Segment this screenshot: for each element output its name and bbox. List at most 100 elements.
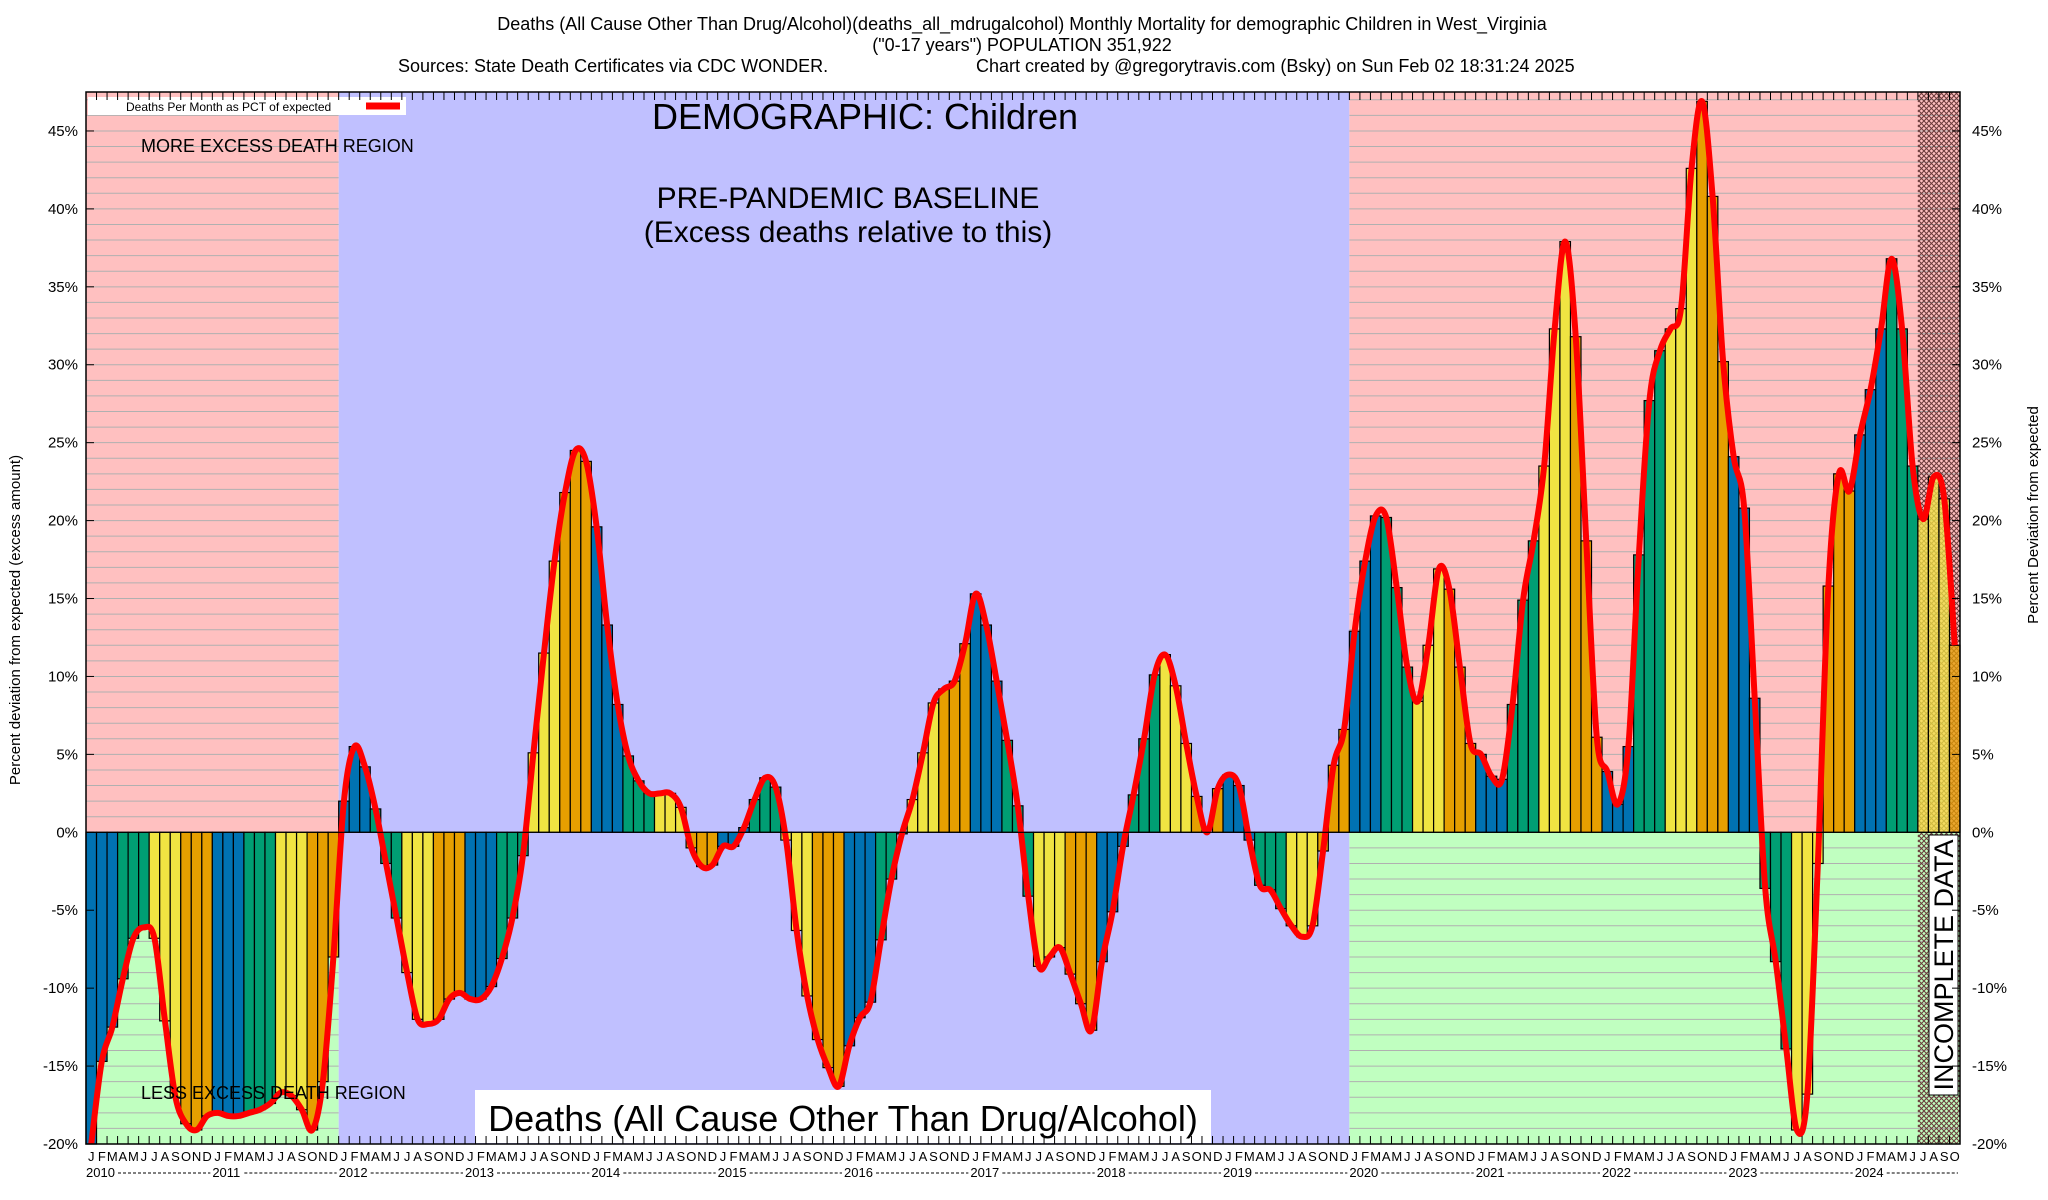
x-year-label: 2017	[970, 1165, 999, 1180]
hatch-line	[1917, 124, 1961, 168]
x-month-label: A	[1256, 1149, 1265, 1164]
x-month-label: J	[1404, 1149, 1411, 1164]
x-month-label: M	[886, 1149, 897, 1164]
x-month-label: O	[560, 1149, 570, 1164]
x-month-label: F	[1235, 1149, 1243, 1164]
x-month-label: D	[1087, 1149, 1096, 1164]
y-tick-label-right: -20%	[1972, 1136, 2007, 1153]
x-month-label: D	[202, 1149, 211, 1164]
x-month-label: A	[1508, 1149, 1517, 1164]
hatch-line	[1917, 339, 1961, 383]
x-month-label: A	[877, 1149, 886, 1164]
x-month-label: J	[141, 1149, 148, 1164]
x-year-label: 2019	[1223, 1165, 1252, 1180]
hatch-line	[1917, 204, 1961, 248]
hatch-line	[1917, 91, 1924, 98]
cause-label: Deaths (All Cause Other Than Drug/Alcoho…	[488, 1098, 1198, 1139]
hatch-line	[1917, 259, 1961, 303]
bar	[811, 831, 824, 1041]
bar	[1675, 308, 1687, 833]
bar	[1885, 258, 1898, 833]
hatch-line	[1917, 269, 1961, 313]
x-month-label: J	[1151, 1149, 1158, 1164]
x-month-label: J	[520, 1149, 527, 1164]
x-month-label: S	[1056, 1149, 1065, 1164]
hatch-line	[1917, 329, 1961, 373]
bar	[274, 831, 287, 1094]
bar	[432, 831, 445, 1020]
x-month-label: S	[1308, 1149, 1317, 1164]
y-tick-label-right: -10%	[1972, 980, 2007, 997]
x-year-label: 2021	[1476, 1165, 1505, 1180]
x-month-label: J	[1730, 1149, 1737, 1164]
x-month-label: J	[267, 1149, 274, 1164]
x-month-label: A	[1003, 1149, 1012, 1164]
bar	[1717, 361, 1729, 833]
bar	[559, 491, 571, 833]
x-month-label: M	[254, 1149, 265, 1164]
x-month-label: M	[1876, 1149, 1887, 1164]
hatch-line	[1940, 1124, 1961, 1145]
x-month-label: A	[1129, 1149, 1138, 1164]
x-month-label: A	[1550, 1149, 1559, 1164]
bar	[180, 831, 192, 1125]
bar	[201, 831, 213, 1117]
y-tick-label-left: 0%	[56, 824, 78, 841]
x-month-label: D	[455, 1149, 464, 1164]
bar	[653, 792, 666, 833]
x-month-label: F	[1740, 1149, 1748, 1164]
x-month-label: A	[413, 1149, 422, 1164]
bar	[1464, 742, 1477, 833]
x-month-label: D	[581, 1149, 590, 1164]
hatch-line	[1917, 149, 1961, 193]
axes: -20% -20% -15% -15% -10% -10% -5% -5% 0% 0% 5% 5% 10…	[43, 92, 2007, 1180]
hatch-line	[1917, 209, 1961, 253]
more-excess-region-label: MORE EXCESS DEATH REGION	[141, 136, 414, 156]
bar	[464, 831, 477, 1000]
bar	[1843, 490, 1856, 833]
hatch-line	[1917, 91, 1939, 113]
hatch-line	[1917, 289, 1961, 333]
y-tick-label-left: -5%	[51, 902, 78, 919]
x-month-label: J	[1783, 1149, 1790, 1164]
hatch-line	[1917, 94, 1961, 138]
x-month-label: N	[1329, 1149, 1338, 1164]
y-tick-label-left: 15%	[48, 591, 78, 608]
x-month-label: M	[1244, 1149, 1255, 1164]
hatch-line	[1917, 424, 1961, 468]
x-month-label: J	[214, 1149, 221, 1164]
hatch-line	[1917, 399, 1961, 443]
x-month-label: F	[98, 1149, 106, 1164]
hatch-line	[1917, 174, 1961, 218]
hatch-line	[1917, 309, 1961, 353]
x-month-label: F	[1614, 1149, 1622, 1164]
x-month-label: A	[1929, 1149, 1938, 1164]
x-year-label: 2012	[339, 1165, 368, 1180]
x-month-label: J	[1530, 1149, 1537, 1164]
hatch-line	[1917, 439, 1961, 483]
x-month-label: O	[1192, 1149, 1202, 1164]
hatch-line	[1917, 91, 1934, 108]
x-month-label: O	[307, 1149, 317, 1164]
bar	[1159, 654, 1171, 833]
x-month-label: M	[1770, 1149, 1781, 1164]
bar	[1264, 831, 1277, 891]
bar	[1864, 389, 1877, 833]
x-month-label: M	[381, 1149, 392, 1164]
y-tick-label-right: 35%	[1972, 279, 2002, 296]
hatch-line	[1930, 1114, 1961, 1145]
bar	[1380, 516, 1393, 833]
hatch-line	[1917, 139, 1961, 183]
baseline-title: PRE-PANDEMIC BASELINE	[657, 182, 1040, 215]
x-month-label: J	[1657, 1149, 1664, 1164]
x-month-label: J	[1909, 1149, 1916, 1164]
x-year-label: 2016	[844, 1165, 873, 1180]
x-month-label: M	[507, 1149, 518, 1164]
x-month-label: F	[603, 1149, 611, 1164]
x-month-label: S	[803, 1149, 812, 1164]
y-tick-label-right: 40%	[1972, 201, 2002, 218]
bar	[127, 831, 140, 939]
x-month-label: M	[1391, 1149, 1402, 1164]
hatch-line	[1917, 434, 1961, 478]
x-month-label: F	[1361, 1149, 1369, 1164]
